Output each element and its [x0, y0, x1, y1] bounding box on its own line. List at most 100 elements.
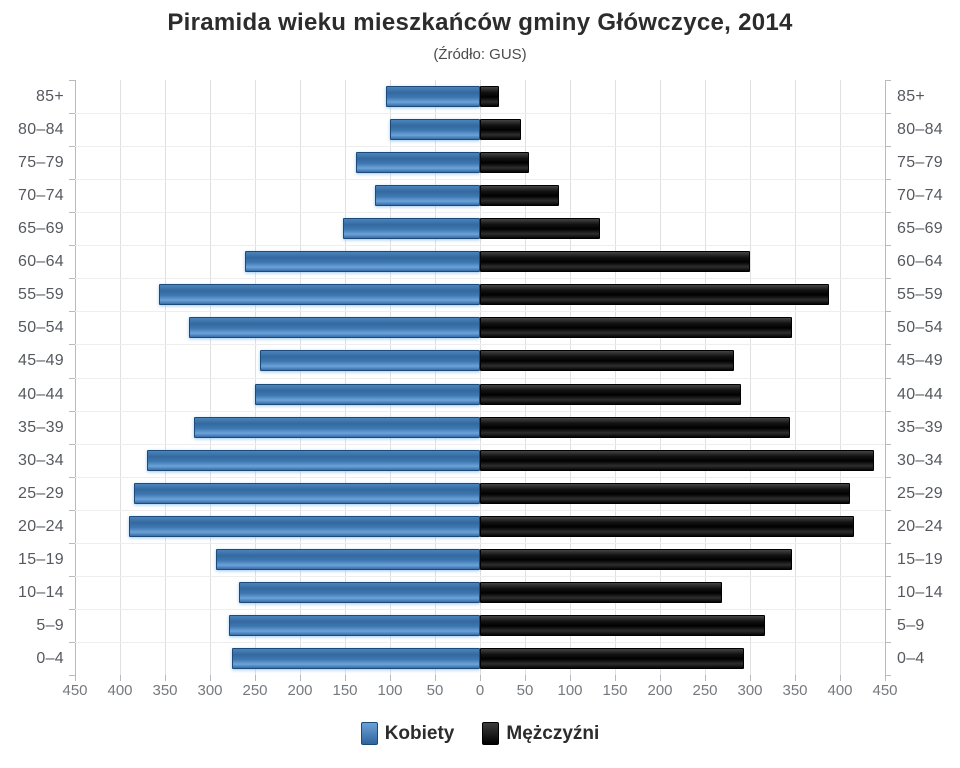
axis-tick-left [69, 575, 75, 577]
axis-tick-left [69, 608, 75, 610]
age-label: 45–49 [897, 352, 943, 370]
axis-tick-left [69, 146, 75, 148]
age-label: 70–74 [897, 187, 943, 205]
legend-item-mezczyzni: Mężczyźni [482, 722, 599, 745]
axis-tick-bottom [839, 675, 841, 681]
x-tick-label: 200 [647, 682, 673, 699]
age-label: 55–59 [897, 286, 943, 304]
axis-tick-right [885, 146, 891, 148]
axis-tick-right [885, 113, 891, 115]
row-divider [75, 542, 885, 544]
bar-kobiety-55–59 [158, 284, 480, 306]
x-tick-label: 300 [197, 682, 223, 699]
bar-kobiety-15–19 [216, 548, 480, 570]
age-label: 85+ [35, 88, 64, 105]
axis-tick-bottom [704, 675, 706, 681]
x-tick-label: 450 [872, 682, 898, 699]
age-label: 75–79 [897, 154, 943, 172]
row-divider [75, 278, 885, 280]
age-label: 65–69 [897, 220, 943, 238]
axis-tick-right [885, 476, 891, 478]
bar-kobiety-50–54 [189, 317, 480, 339]
bar-kobiety-75–79 [355, 152, 480, 174]
bar-mezczyzni-60–64 [480, 251, 750, 273]
bar-kobiety-45–49 [260, 350, 480, 372]
bar-kobiety-5–9 [228, 614, 480, 636]
axis-tick-right [885, 542, 891, 544]
kobiety-swatch-icon [360, 722, 378, 745]
bar-kobiety-35–39 [193, 416, 480, 438]
age-label: 30–34 [18, 451, 64, 469]
age-label: 60–64 [897, 253, 943, 271]
axis-tick-bottom [344, 675, 346, 681]
axis-tick-right [885, 509, 891, 511]
age-labels-right: 85+ 80–84 75–79 70–74 65–69 60–64 55–59 50–54 45… [893, 80, 960, 675]
x-tick-label: 450 [62, 682, 88, 699]
axis-tick-left [69, 641, 75, 643]
age-label: 35–39 [18, 418, 64, 436]
bar-mezczyzni-70–74 [480, 185, 560, 207]
axis-tick-bottom [299, 675, 301, 681]
age-label: 40–44 [897, 385, 943, 403]
row-divider [75, 509, 885, 511]
bar-mezczyzni-50–54 [480, 317, 793, 339]
x-tick-label: 150 [332, 682, 358, 699]
axis-tick-left [69, 344, 75, 346]
age-label: 10–14 [897, 583, 943, 601]
bar-mezczyzni-45–49 [480, 350, 734, 372]
bar-kobiety-40–44 [255, 383, 480, 405]
axis-tick-left [69, 245, 75, 247]
row-divider [75, 245, 885, 247]
age-label: 75–79 [18, 154, 64, 172]
axis-tick-bottom [749, 675, 751, 681]
axis-tick-left [69, 179, 75, 181]
x-tick-label: 250 [692, 682, 718, 699]
axis-tick-bottom [794, 675, 796, 681]
axis-tick-bottom [479, 675, 481, 681]
bar-mezczyzni-15–19 [480, 548, 793, 570]
legend-label-mezczyzni: Mężczyźni [506, 722, 600, 744]
row-divider [75, 146, 885, 148]
bar-mezczyzni-80–84 [480, 119, 521, 141]
age-label: 80–84 [897, 121, 943, 139]
axis-tick-left [69, 675, 75, 676]
bar-mezczyzni-30–34 [480, 449, 875, 471]
age-label: 0–4 [36, 649, 64, 667]
axis-tick-left [69, 410, 75, 412]
x-tick-label: 200 [287, 682, 313, 699]
bar-mezczyzni-35–39 [480, 416, 790, 438]
age-label: 5–9 [897, 616, 925, 634]
age-label: 50–54 [897, 319, 943, 337]
axis-tick-left [69, 542, 75, 544]
axis-tick-right [885, 443, 891, 445]
legend: Kobiety Mężczyźni [0, 722, 960, 745]
x-tick-label: 400 [107, 682, 133, 699]
bar-mezczyzni-5–9 [480, 614, 766, 636]
age-label: 30–34 [897, 451, 943, 469]
bar-kobiety-65–69 [343, 218, 480, 240]
axis-tick-bottom [74, 675, 76, 681]
axis-tick-right [885, 245, 891, 247]
x-tick-label: 50 [516, 682, 534, 699]
age-label: 40–44 [18, 385, 64, 403]
mezczyzni-swatch-icon [482, 722, 500, 745]
axis-tick-left [69, 80, 75, 81]
bar-kobiety-85+ [386, 86, 480, 108]
axis-tick-bottom [209, 675, 211, 681]
legend-item-kobiety: Kobiety [360, 722, 455, 745]
age-label: 25–29 [18, 484, 64, 502]
axis-tick-bottom [659, 675, 661, 681]
row-divider [75, 377, 885, 379]
x-tick-label: 400 [827, 682, 853, 699]
bar-mezczyzni-20–24 [480, 515, 854, 537]
axis-tick-right [885, 212, 891, 214]
axis-tick-left [69, 443, 75, 445]
axis-tick-right [885, 575, 891, 577]
axis-tick-left [69, 212, 75, 214]
x-tick-label: 250 [242, 682, 268, 699]
legend-label-kobiety: Kobiety [384, 722, 455, 744]
x-tick-label: 50 [426, 682, 444, 699]
axis-tick-left [69, 509, 75, 511]
row-divider [75, 476, 885, 478]
row-divider [75, 575, 885, 577]
